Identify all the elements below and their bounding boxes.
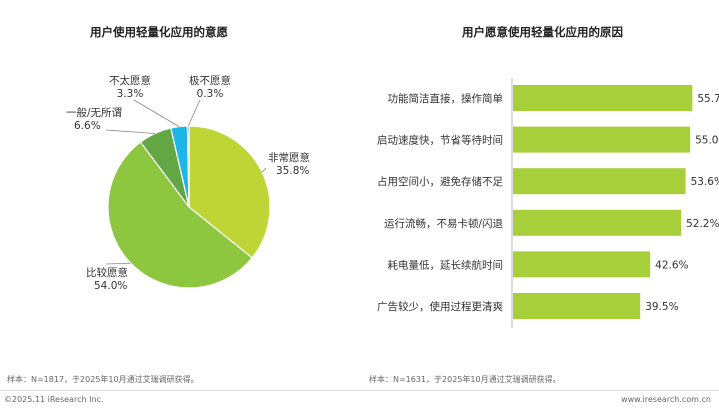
footer-copyright: ©2025.11 iResearch Inc.	[4, 395, 104, 404]
pie-slice-value: 35.8%	[276, 165, 309, 177]
bar	[513, 251, 651, 278]
pie-sample-note: 样本：N=1817，于2025年10月通过艾瑞调研获得。	[7, 375, 199, 384]
bar-value-label: 52.2%	[686, 218, 719, 230]
pie-slice	[107, 141, 253, 289]
bar	[513, 209, 682, 236]
bar	[513, 168, 686, 195]
bar-category-label: 广告较少，使用过程更清爽	[377, 300, 503, 313]
pie-slice-label: 极不愿意	[189, 74, 231, 87]
footer-divider	[0, 390, 719, 391]
pie-slice-label: 一般/无所谓	[66, 106, 122, 119]
bar-category-label: 启动速度快，节省等待时间	[377, 134, 503, 147]
bar-category-label: 运行流畅，不易卡顿/闪退	[384, 217, 504, 230]
bar-value-label: 55.0%	[695, 135, 719, 147]
pie-leader-line	[133, 99, 180, 127]
bar	[513, 293, 641, 319]
pie-slice	[186, 125, 190, 208]
pie-slice-label: 不太愿意	[109, 74, 151, 87]
bar	[513, 85, 693, 111]
bar-chart-title: 用户愿意使用轻量化应用的原因	[462, 25, 623, 39]
pie-slice-value: 6.6%	[74, 120, 101, 132]
pie-chart-title: 用户使用轻量化应用的意愿	[90, 25, 228, 39]
pie-slice-value: 3.3%	[117, 88, 144, 100]
bar	[513, 126, 691, 153]
bar-category-label: 耗电量低，延长续航时间	[388, 258, 504, 271]
pie-slice	[188, 125, 271, 259]
bar-value-label: 53.6%	[691, 176, 719, 188]
pie-slice-value: 54.0%	[94, 280, 127, 292]
bar-sample-note: 样本：N=1631，于2025年10月通过艾瑞调研获得。	[369, 375, 561, 384]
footer-website: www.iresearch.com.cn	[621, 395, 711, 404]
pie-leader-line	[261, 167, 267, 173]
bar-value-label: 42.6%	[655, 259, 688, 271]
pie-leader-line	[105, 262, 131, 265]
bar-value-label: 55.7%	[697, 93, 719, 105]
pie-leader-line	[187, 99, 201, 127]
bar-category-label: 占用空间小，避免存储不足	[377, 175, 503, 188]
bar-value-label: 39.5%	[645, 301, 678, 313]
bar-category-label: 功能简洁直接，操作简单	[388, 92, 504, 105]
pie-slice-label: 非常愿意	[268, 151, 310, 164]
pie-slice-label: 比较愿意	[86, 266, 128, 279]
pie-slice-value: 0.3%	[197, 88, 224, 100]
pie-leader-line	[105, 129, 155, 134]
